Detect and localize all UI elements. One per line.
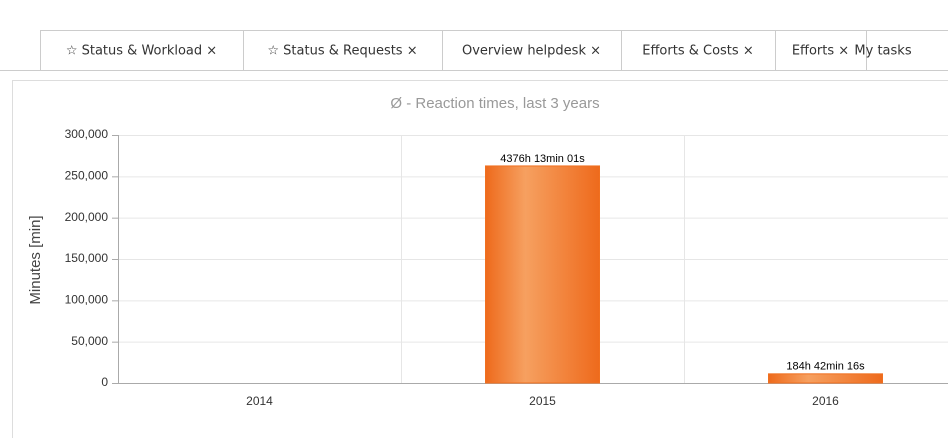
tab-label[interactable]: My tasks xyxy=(854,44,911,59)
tab-label[interactable]: Efforts & Costs × xyxy=(642,44,753,59)
data-label: 4376h 13min 01s xyxy=(500,153,585,165)
y-tick-label: 150,000 xyxy=(65,251,109,265)
bar xyxy=(486,166,600,383)
tab-label[interactable]: Efforts × xyxy=(792,44,849,59)
x-tick-label: 2016 xyxy=(812,394,839,408)
x-tick-label: 2014 xyxy=(246,394,273,408)
tab-label[interactable]: ☆ Status & Workload × xyxy=(66,44,217,59)
y-tick-label: 50,000 xyxy=(71,334,108,348)
y-tick-label: 0 xyxy=(101,375,108,389)
data-label: 184h 42min 16s xyxy=(786,361,865,373)
bar xyxy=(769,374,883,383)
x-tick-label: 2015 xyxy=(529,394,556,408)
y-tick-label: 300,000 xyxy=(65,127,109,141)
chart-title: Ø - Reaction times, last 3 years xyxy=(390,95,599,112)
y-tick-label: 250,000 xyxy=(65,169,109,183)
tab-label[interactable]: Overview helpdesk × xyxy=(462,44,601,59)
tab-label[interactable]: ☆ Status & Requests × xyxy=(267,44,417,59)
y-tick-label: 100,000 xyxy=(65,293,109,307)
y-axis-label: Minutes [min] xyxy=(27,215,44,304)
y-tick-label: 200,000 xyxy=(65,210,109,224)
